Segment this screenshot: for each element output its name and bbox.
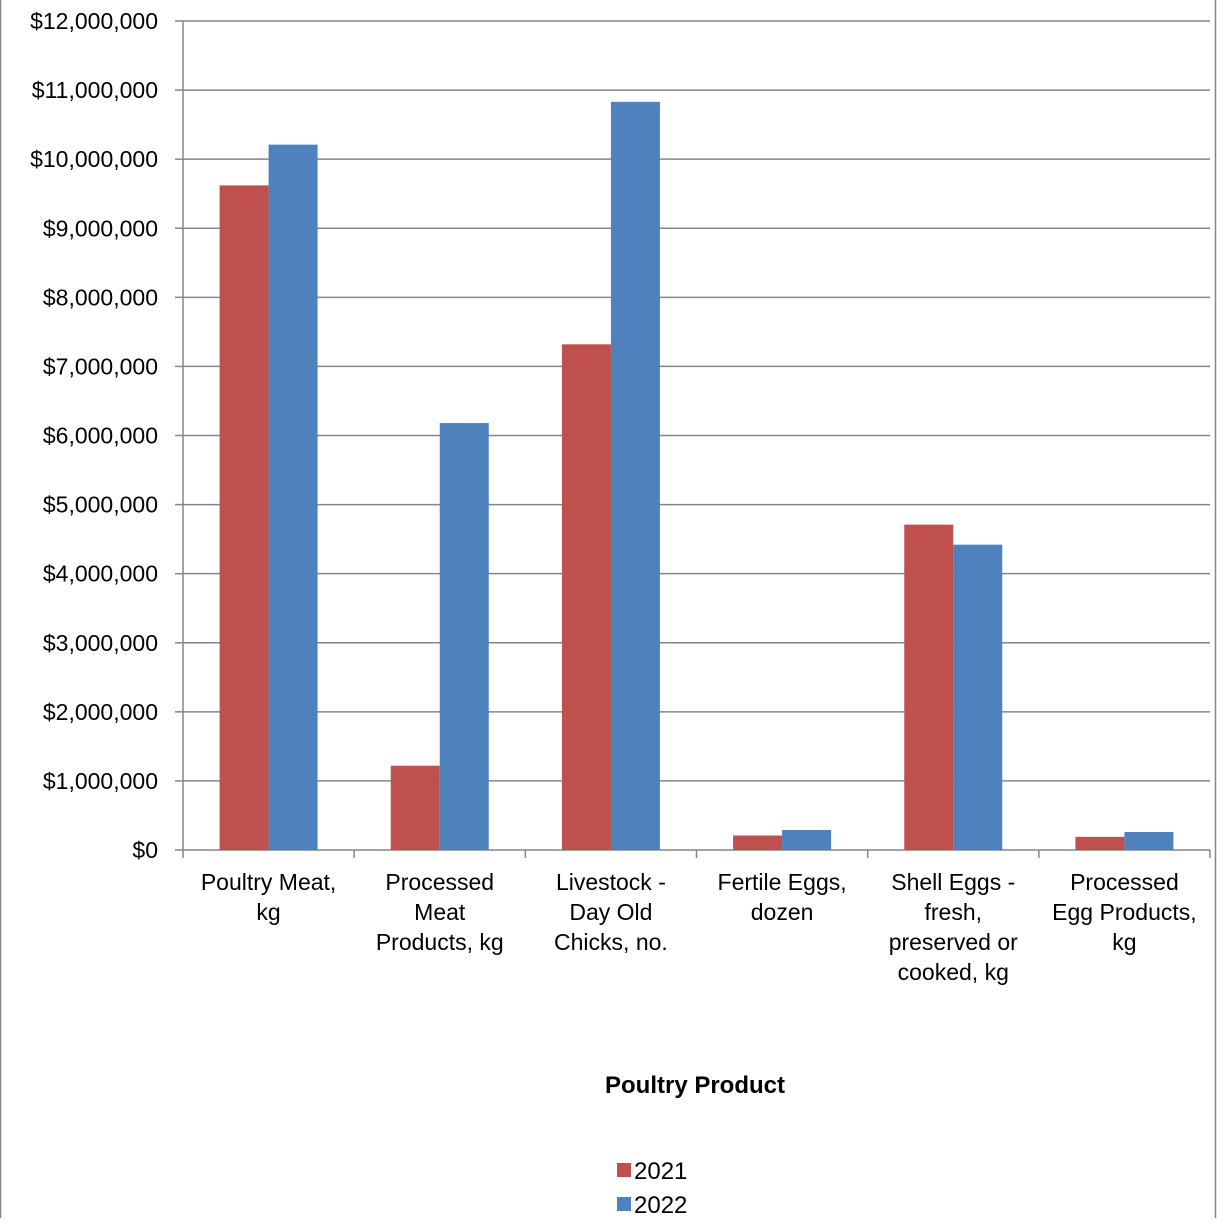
- bar-2021: [904, 524, 954, 850]
- bars: [219, 101, 1174, 850]
- x-tick-label: Shell Eggs -fresh, preserved or cooked, kg: [889, 869, 1018, 985]
- bar-2021: [390, 765, 440, 850]
- legend-swatch: [617, 1163, 631, 1177]
- legend-label: 2022: [634, 1192, 687, 1218]
- legend-label: 2021: [634, 1158, 687, 1185]
- y-tick-label: $8,000,000: [43, 284, 158, 310]
- bar-2022: [268, 144, 318, 850]
- y-tick-label: $1,000,000: [43, 768, 158, 794]
- bar-2021: [733, 835, 783, 850]
- y-tick-label: $5,000,000: [43, 492, 158, 518]
- bar-2022: [1124, 832, 1174, 850]
- x-tick-label: Processed Meat Products, kg: [376, 869, 504, 955]
- x-tick-label: Processed Egg Products, kg: [1052, 869, 1196, 955]
- y-tick-label: $6,000,000: [43, 423, 158, 449]
- y-tick-label: $4,000,000: [43, 561, 158, 587]
- gridlines: [183, 20, 1210, 782]
- y-tick-label: $2,000,000: [43, 699, 158, 725]
- x-axis-title: Poultry Product: [605, 1072, 785, 1099]
- bar-2022: [953, 544, 1003, 850]
- axes: [175, 20, 1211, 858]
- y-tick-label: $10,000,000: [30, 146, 158, 172]
- y-tick-label: $7,000,000: [43, 353, 158, 379]
- x-tick-label: Fertile Eggs, dozen: [718, 869, 847, 925]
- y-tick-label: $12,000,000: [30, 8, 158, 34]
- y-tick-label: $9,000,000: [43, 215, 158, 241]
- legend: 2021 2022: [617, 1158, 687, 1219]
- y-tick-label: $11,000,000: [32, 77, 158, 103]
- legend-swatch: [617, 1197, 631, 1211]
- x-tick-label: Livestock -Day Old Chicks, no.: [554, 869, 668, 955]
- bar-2021: [561, 344, 611, 850]
- axis-labels: $0 $1,000,000 $2,000,000 $3,000,000 $4,000,0…: [30, 8, 1197, 985]
- bar-2022: [439, 423, 489, 850]
- bar-2022: [610, 101, 660, 850]
- bar-2021: [219, 185, 269, 850]
- x-tick-label: Poultry Meat, kg: [201, 869, 337, 925]
- bar-2022: [782, 829, 832, 850]
- y-tick-label: $3,000,000: [43, 630, 158, 656]
- bar-2021: [1075, 836, 1125, 850]
- y-tick-label: $0: [132, 837, 158, 863]
